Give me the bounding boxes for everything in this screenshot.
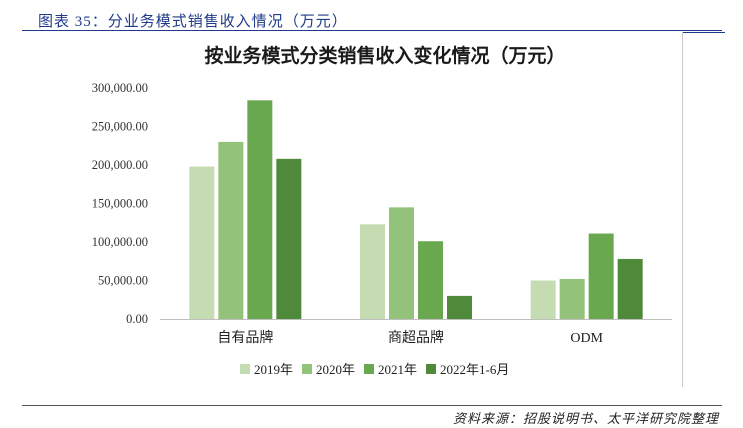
- bar: [247, 100, 273, 319]
- legend: 2019年 2020年 2021年 2022年1-6月: [240, 362, 509, 377]
- bar: [360, 224, 385, 319]
- top-rule: [22, 30, 722, 31]
- y-tick-label: 200,000.00: [92, 158, 148, 172]
- legend-label: 2022年1-6月: [440, 362, 509, 377]
- bar: [530, 280, 556, 319]
- x-category-label: 商超品牌: [388, 329, 444, 346]
- bar: [276, 158, 302, 319]
- bar: [189, 166, 215, 319]
- chart-title: 按业务模式分类销售收入变化情况（万元）: [204, 44, 565, 67]
- legend-swatch: [426, 364, 436, 374]
- bar-chart: 按业务模式分类销售收入变化情况（万元） 0.00 50,000.00 100,000…: [92, 44, 672, 377]
- bar: [588, 233, 614, 319]
- y-tick-label: 250,000.00: [92, 120, 148, 134]
- figure-caption: 图表 35：分业务模式销售收入情况（万元）: [38, 14, 348, 30]
- bar: [418, 241, 443, 319]
- bar: [617, 258, 643, 319]
- y-axis: 0.00 50,000.00 100,000.00 150,000.00 200,000…: [92, 81, 148, 326]
- bar: [218, 141, 244, 319]
- legend-label: 2020年: [316, 362, 355, 377]
- chart-frame-right: [682, 32, 683, 387]
- top-rule-right: [682, 32, 725, 33]
- figure-header: 图表 35：分业务模式销售收入情况（万元）: [22, 8, 722, 32]
- legend-label: 2021年: [378, 362, 417, 377]
- y-tick-label: 0.00: [126, 312, 148, 326]
- legend-swatch: [364, 364, 374, 374]
- y-tick-label: 50,000.00: [98, 274, 148, 288]
- legend-swatch: [302, 364, 312, 374]
- bars: [189, 100, 643, 319]
- x-category-label: ODM: [570, 331, 603, 346]
- legend-swatch: [240, 364, 250, 374]
- bottom-rule: [22, 405, 722, 406]
- source-note: 资料来源：招股说明书、太平洋研究院整理: [452, 411, 719, 426]
- legend-label: 2019年: [254, 362, 293, 377]
- bar: [447, 295, 472, 319]
- bar: [559, 278, 585, 319]
- x-axis: 自有品牌 商超品牌 ODM: [217, 329, 603, 346]
- x-category-label: 自有品牌: [217, 329, 273, 346]
- y-tick-label: 100,000.00: [92, 235, 148, 249]
- y-tick-label: 300,000.00: [92, 81, 148, 95]
- y-tick-label: 150,000.00: [92, 197, 148, 211]
- bar: [389, 207, 414, 319]
